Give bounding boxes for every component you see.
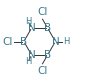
- Text: H: H: [25, 17, 31, 26]
- Text: N: N: [28, 23, 36, 33]
- Text: B: B: [20, 37, 27, 46]
- Text: N: N: [28, 50, 36, 60]
- Text: Cl: Cl: [37, 66, 48, 76]
- Text: B: B: [44, 50, 51, 60]
- Text: H: H: [63, 37, 69, 46]
- Text: B: B: [44, 23, 51, 33]
- Text: Cl: Cl: [37, 7, 48, 17]
- Text: Cl: Cl: [3, 37, 13, 46]
- Text: H: H: [25, 57, 31, 66]
- Text: N: N: [52, 37, 59, 46]
